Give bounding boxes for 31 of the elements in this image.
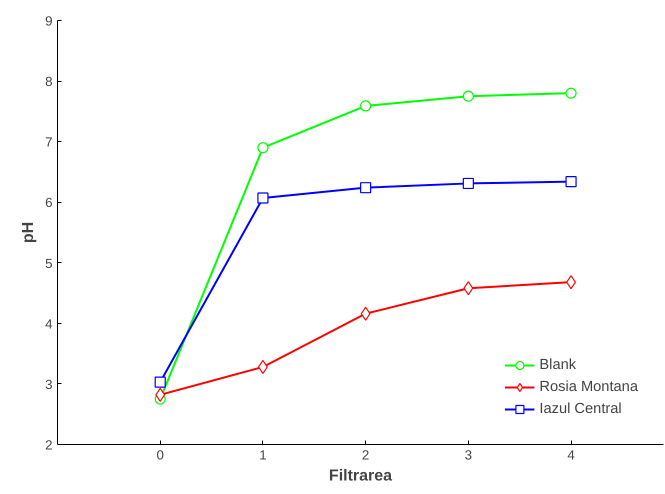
y-tick-label: 7 <box>45 134 53 150</box>
point <box>360 306 371 321</box>
y-tick-label: 9 <box>45 14 53 28</box>
point <box>257 192 269 204</box>
point <box>565 176 577 188</box>
point <box>154 376 166 388</box>
y-axis-title: pH <box>20 222 38 244</box>
point <box>258 360 268 374</box>
x-tick-label: 0 <box>156 448 164 462</box>
point <box>462 90 474 102</box>
x-tick-label: 3 <box>464 448 472 462</box>
point <box>463 281 474 296</box>
x-axis-title: Filtrarea <box>328 468 392 484</box>
y-tick-label: 6 <box>45 195 53 210</box>
point <box>360 182 372 194</box>
x-tick-label: 4 <box>567 448 576 462</box>
point <box>565 88 577 99</box>
x-tick-label: 1 <box>259 448 267 462</box>
legend-label: Iazul Central <box>539 401 622 417</box>
y-tick-label: 2 <box>45 438 53 452</box>
x-tick-label: 2 <box>362 448 370 462</box>
y-tick-label: 3 <box>45 376 53 392</box>
point <box>360 100 372 112</box>
y-tick-label: 5 <box>45 256 53 271</box>
legend-label: Blank <box>539 357 576 373</box>
y-tick-label: 4 <box>45 316 54 332</box>
y-tick-label: 8 <box>45 74 53 90</box>
point <box>462 178 474 190</box>
legend-label: Rosia Montana <box>539 379 638 395</box>
point <box>257 142 269 154</box>
point <box>155 388 166 402</box>
